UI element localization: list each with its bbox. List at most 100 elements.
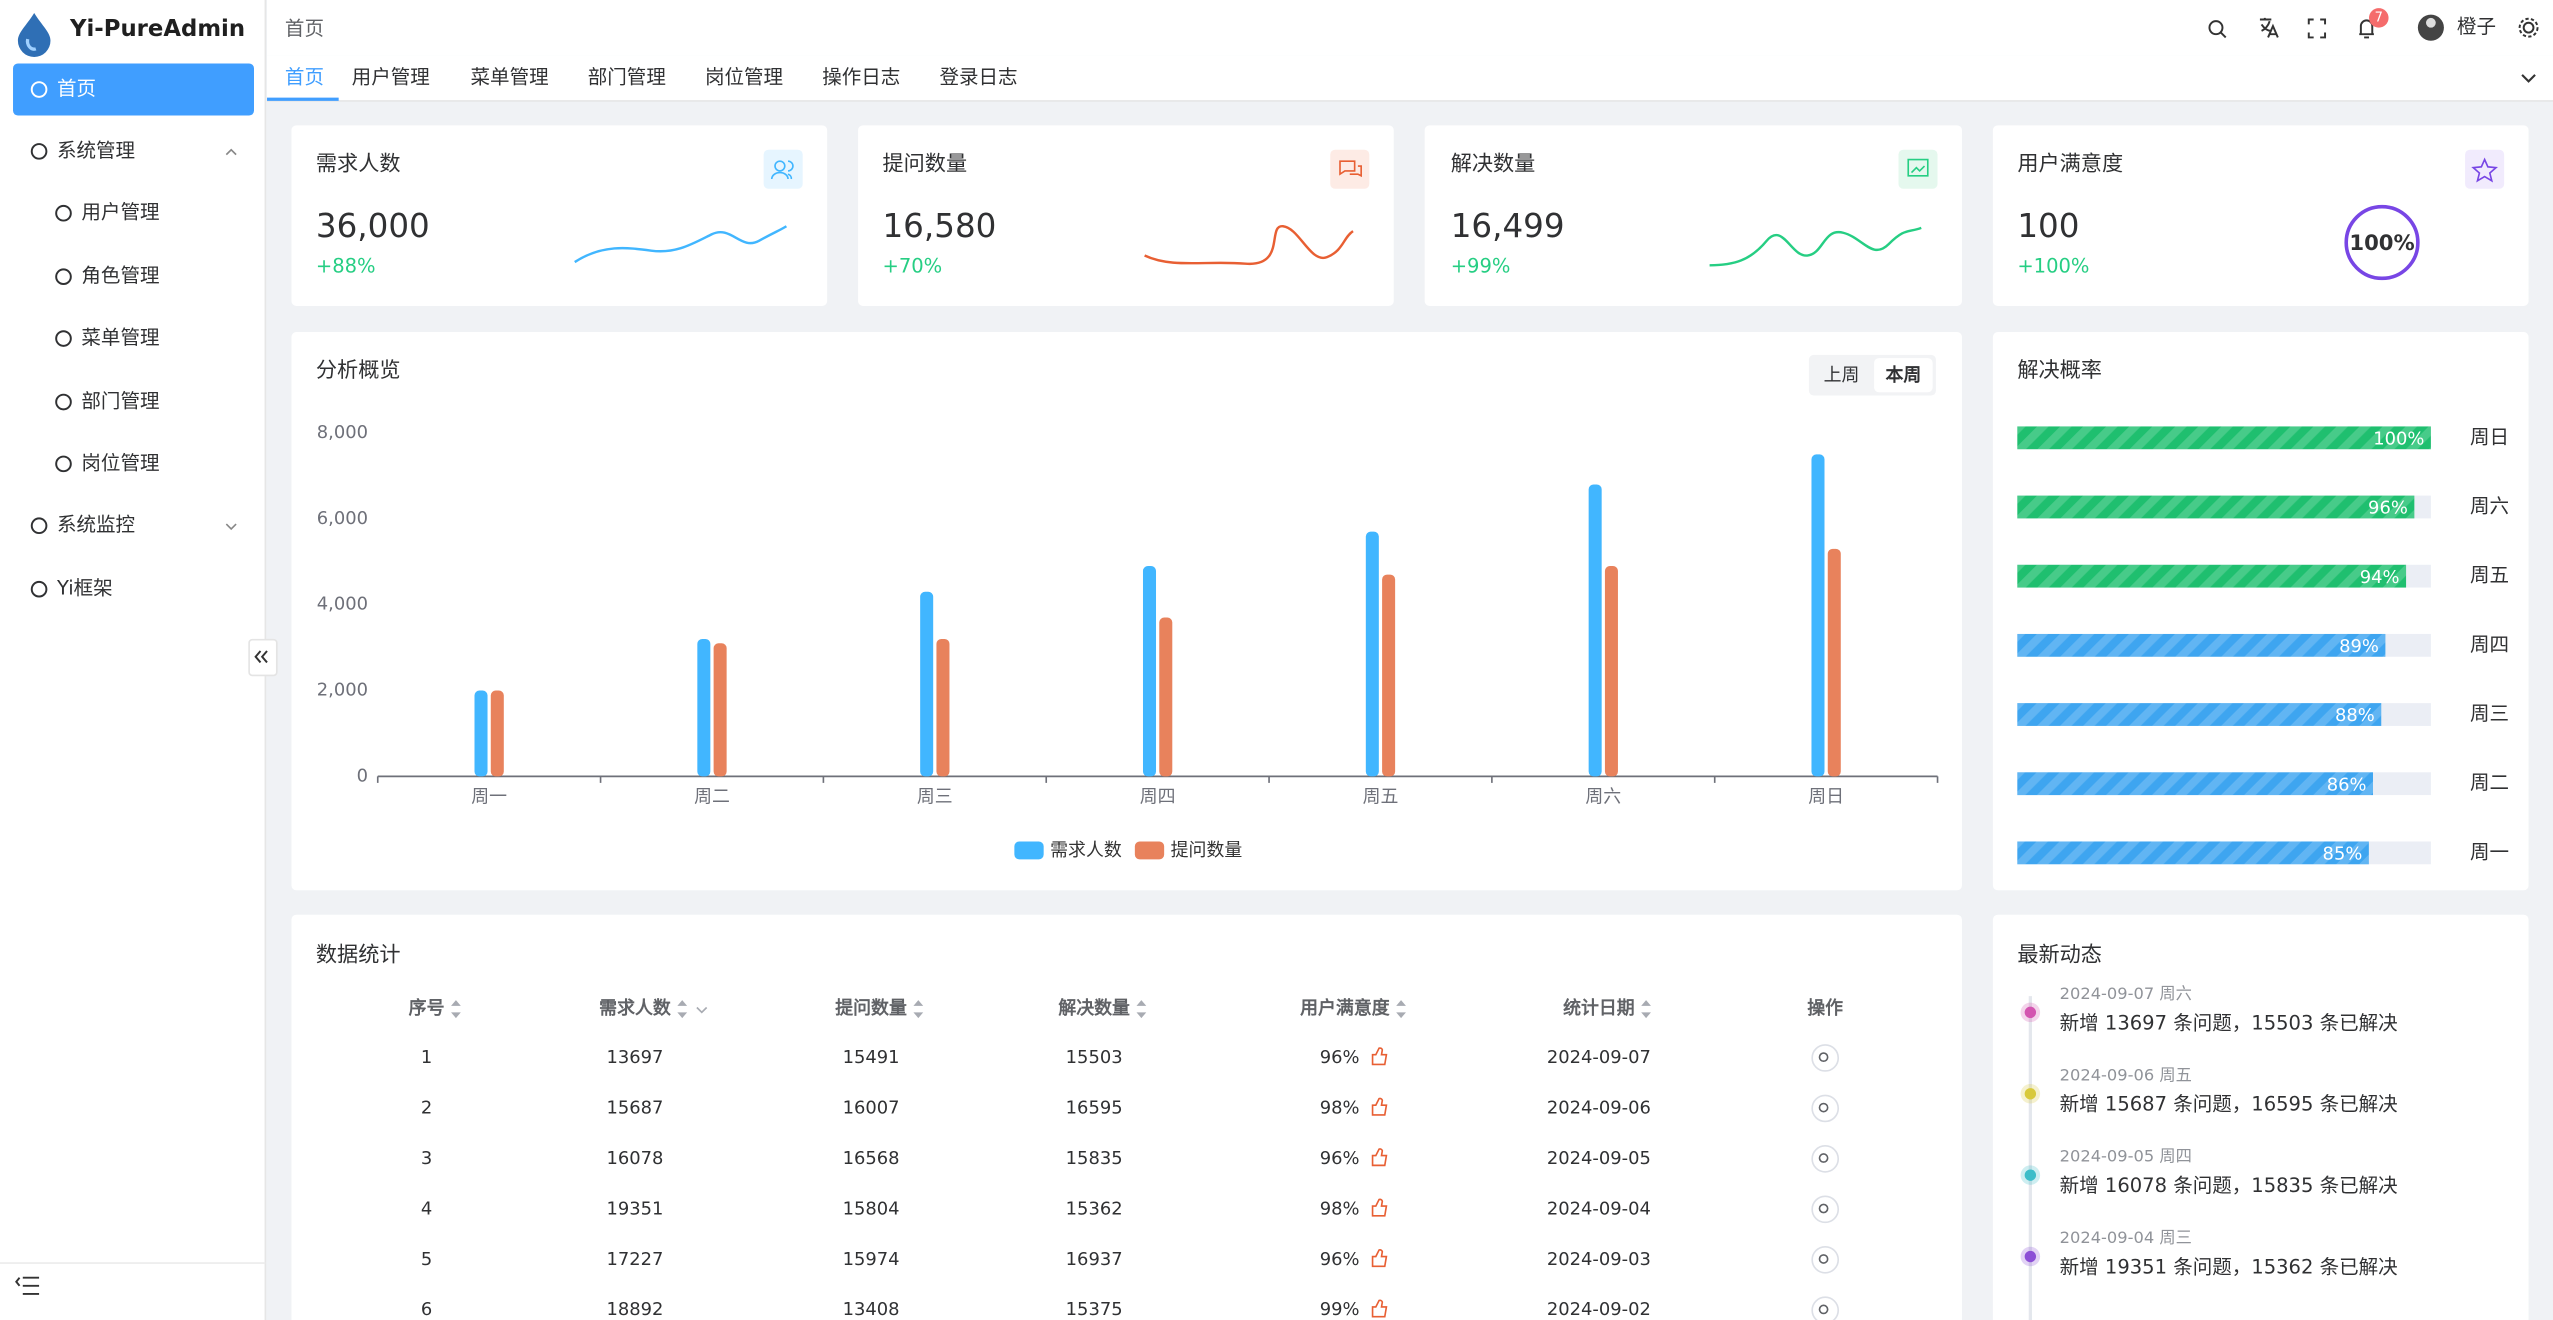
menu-item[interactable]: 菜单管理 bbox=[81, 326, 159, 349]
chart-panel bbox=[291, 332, 1962, 891]
bell-icon[interactable] bbox=[2359, 19, 2374, 39]
card-change: +70% bbox=[882, 254, 942, 277]
view-button[interactable] bbox=[1811, 1145, 1840, 1173]
menu-item[interactable]: 首页 bbox=[57, 77, 96, 100]
legend-label[interactable]: 提问数量 bbox=[1171, 840, 1243, 861]
period-button[interactable]: 本周 bbox=[1885, 364, 1921, 386]
period-button[interactable]: 上周 bbox=[1824, 365, 1860, 386]
y-tick-label: 6,000 bbox=[317, 508, 368, 529]
table-header[interactable]: 提问数量 bbox=[835, 997, 907, 1019]
table-header[interactable]: 需求人数 bbox=[599, 997, 671, 1019]
table-cell: 5 bbox=[421, 1249, 432, 1270]
menu-item[interactable]: 系统监控 bbox=[57, 513, 135, 536]
progress-stripe bbox=[2017, 564, 2407, 588]
view-button[interactable] bbox=[1811, 1245, 1840, 1274]
menu-icon bbox=[30, 580, 48, 598]
logo-shine bbox=[25, 38, 37, 51]
menu-item[interactable]: 岗位管理 bbox=[81, 451, 159, 474]
table-cell: 15974 bbox=[843, 1249, 900, 1270]
notification-badge bbox=[2369, 8, 2389, 28]
activity-text: 新增 15687 条问题，16595 条已解决 bbox=[2060, 1093, 2398, 1116]
tab[interactable]: 操作日志 bbox=[822, 66, 900, 89]
collapse-menu-icon[interactable] bbox=[15, 1276, 40, 1295]
tab[interactable]: 首页 bbox=[285, 66, 324, 89]
ring-label: 100% bbox=[2349, 230, 2414, 255]
card-icons bbox=[763, 149, 2505, 281]
table-cell: 98% bbox=[1320, 1097, 1360, 1118]
activity-text: 新增 13697 条问题，15503 条已解决 bbox=[2060, 1011, 2398, 1034]
table-cell: 2024-09-06 bbox=[1547, 1097, 1651, 1118]
sort-icon[interactable] bbox=[1396, 1000, 1406, 1019]
progress-category: 周一 bbox=[2470, 840, 2509, 863]
view-button[interactable] bbox=[1811, 1094, 1840, 1123]
view-button[interactable] bbox=[1811, 1044, 1840, 1072]
panels bbox=[291, 125, 2529, 1320]
settings-icon[interactable] bbox=[2522, 21, 2535, 34]
x-tick-label: 周二 bbox=[694, 787, 730, 808]
card-panel bbox=[291, 125, 828, 306]
progress-category: 周日 bbox=[2470, 425, 2509, 448]
table-cell: 2024-09-05 bbox=[1547, 1148, 1651, 1169]
menu-icon bbox=[55, 330, 72, 347]
sort-icon[interactable] bbox=[677, 1000, 688, 1019]
y-tick-label: 2,000 bbox=[317, 680, 368, 701]
table-cell: 96% bbox=[1320, 1148, 1360, 1169]
tabs-bar bbox=[267, 55, 2553, 101]
sort-icon[interactable] bbox=[451, 1000, 461, 1019]
fullscreen-icon[interactable] bbox=[2307, 18, 2327, 39]
progress-category: 周三 bbox=[2470, 702, 2509, 725]
table-header[interactable]: 用户满意度 bbox=[1300, 997, 1390, 1019]
sidebar bbox=[0, 0, 266, 1320]
breadcrumb[interactable]: 首页 bbox=[285, 17, 324, 40]
bar bbox=[1811, 454, 1825, 777]
card-icon-box bbox=[1330, 149, 1370, 189]
tab[interactable]: 岗位管理 bbox=[705, 66, 783, 89]
sort-icon[interactable] bbox=[913, 1000, 924, 1019]
menu-item[interactable]: 系统管理 bbox=[57, 139, 135, 162]
thumb-icon bbox=[1371, 1249, 1388, 1268]
search-icon[interactable] bbox=[2208, 20, 2224, 36]
timeline-dot bbox=[2024, 1169, 2037, 1181]
bar bbox=[1604, 566, 1618, 777]
menu-item[interactable]: 角色管理 bbox=[81, 264, 159, 287]
translate-icon[interactable] bbox=[2259, 17, 2279, 38]
view-button[interactable] bbox=[1811, 1296, 1840, 1320]
y-tick-label: 0 bbox=[357, 765, 368, 786]
legend-label[interactable]: 需求人数 bbox=[1050, 840, 1122, 861]
menu-item[interactable]: Yi框架 bbox=[56, 577, 113, 600]
thumb-icon bbox=[1371, 1299, 1388, 1318]
tab[interactable]: 部门管理 bbox=[588, 66, 666, 89]
progress-title: 解决概率 bbox=[2017, 357, 2102, 382]
tabs-more[interactable] bbox=[2521, 74, 2536, 83]
table-header[interactable]: 统计日期 bbox=[1563, 997, 1635, 1019]
card-title: 用户满意度 bbox=[2017, 150, 2123, 175]
sparkline bbox=[1144, 225, 1354, 265]
activity-time: 2024-09-05 周四 bbox=[2060, 1147, 2192, 1166]
view-button[interactable] bbox=[1811, 1195, 1840, 1224]
sort-icon[interactable] bbox=[1136, 1000, 1147, 1019]
bar bbox=[1588, 484, 1602, 777]
table-cell: 2024-09-04 bbox=[1547, 1198, 1651, 1219]
table-header[interactable]: 序号 bbox=[409, 997, 445, 1019]
timeline-dot bbox=[2024, 1006, 2037, 1019]
card-title: 解决数量 bbox=[1451, 150, 1536, 175]
progress-category: 周五 bbox=[2470, 564, 2509, 587]
sort-icon[interactable] bbox=[1641, 1000, 1651, 1019]
progress-category: 周六 bbox=[2470, 495, 2509, 518]
user-name[interactable]: 橙子 bbox=[2457, 15, 2496, 38]
card-title: 提问数量 bbox=[882, 150, 967, 175]
bar bbox=[1142, 566, 1157, 777]
satisfaction-ring bbox=[2344, 204, 2420, 281]
table-cell: 6 bbox=[421, 1299, 432, 1320]
table-cell: 1 bbox=[421, 1047, 432, 1068]
table-cell: 4 bbox=[421, 1198, 432, 1219]
card-icon bbox=[770, 160, 794, 180]
tab[interactable]: 登录日志 bbox=[939, 66, 1017, 89]
menu-item[interactable]: 部门管理 bbox=[81, 390, 159, 413]
filter-icon[interactable] bbox=[696, 1006, 708, 1014]
tab[interactable]: 用户管理 bbox=[352, 66, 430, 89]
table-cell: 3 bbox=[421, 1148, 432, 1169]
tab[interactable]: 菜单管理 bbox=[471, 66, 549, 89]
menu-item[interactable]: 用户管理 bbox=[81, 201, 159, 224]
table-header[interactable]: 解决数量 bbox=[1058, 997, 1130, 1019]
